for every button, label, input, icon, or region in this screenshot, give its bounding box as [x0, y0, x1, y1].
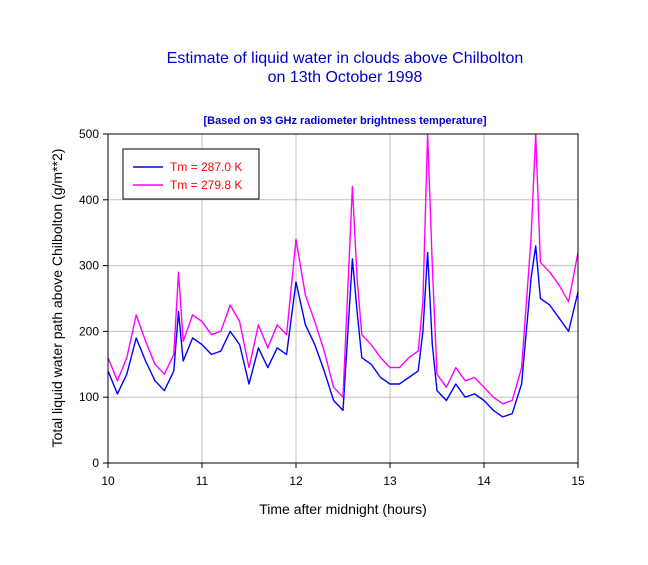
series-line-1	[108, 245, 578, 418]
legend-label-series-1: Tm = 287.0 K	[170, 160, 242, 174]
legend-box	[122, 148, 260, 200]
y-axis-label: Total liquid water path above Chilbolton…	[49, 149, 65, 448]
x-tick-label: 10	[101, 474, 115, 488]
series-line-2	[108, 134, 578, 405]
y-tick-label: 200	[79, 324, 99, 338]
x-tick-label: 15	[571, 474, 585, 488]
x-axis-label: Time after midnight (hours)	[259, 501, 427, 517]
y-tick-label: 0	[92, 456, 99, 470]
x-tick-label: 12	[289, 474, 303, 488]
chart-title-line2: on 13th October 1998	[268, 69, 423, 86]
plot-frame	[107, 133, 579, 464]
x-tick-label: 13	[383, 474, 397, 488]
legend-label-series-2: Tm = 279.8 K	[170, 178, 242, 192]
y-axis-ticks: 0 100 200 300 400 500	[79, 127, 108, 470]
x-tick-label: 14	[477, 474, 491, 488]
y-tick-label: 300	[79, 259, 99, 273]
y-tick-label: 400	[79, 193, 99, 207]
chart-subtitle: [Based on 93 GHz radiometer brightness t…	[203, 115, 486, 127]
legend: Tm = 287.0 K Tm = 279.8 K	[122, 148, 260, 200]
y-tick-label: 100	[79, 390, 99, 404]
series-layer	[108, 134, 578, 418]
x-axis-ticks: 10 11 12 13 14 15	[101, 463, 585, 488]
y-tick-label: 500	[79, 127, 99, 141]
chart-title: Estimate of liquid water in clouds above…	[167, 50, 524, 67]
x-tick-label: 11	[196, 474, 209, 488]
